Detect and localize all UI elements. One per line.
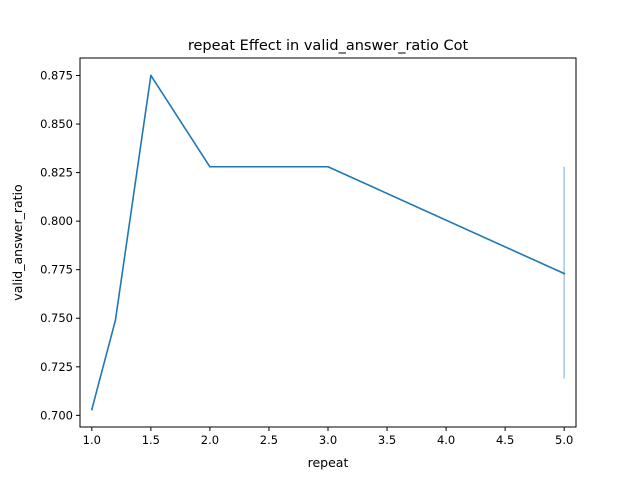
y-axis-label: valid_answer_ratio <box>10 184 25 300</box>
x-tick-label: 5.0 <box>555 433 573 447</box>
x-tick-label: 4.5 <box>496 433 514 447</box>
data-point <box>91 408 93 411</box>
y-tick-label: 0.850 <box>40 117 73 131</box>
y-tick-label: 0.775 <box>40 263 73 277</box>
x-tick-label: 1.5 <box>142 433 160 447</box>
y-tick-label: 0.825 <box>40 166 73 180</box>
y-tick-label: 0.750 <box>40 311 73 325</box>
plot-frame <box>79 57 577 428</box>
y-tick-label: 0.725 <box>40 360 73 374</box>
series-line <box>90 74 566 411</box>
y-axis-ticks: 0.700 0.725 0.750 0.775 0.800 0.825 0.850 0.875 <box>40 68 80 422</box>
x-tick-label: 1.0 <box>83 433 101 447</box>
x-axis-label: repeat <box>308 455 349 470</box>
data-point <box>150 74 152 77</box>
data-point <box>209 165 211 168</box>
y-tick-label: 0.800 <box>40 214 73 228</box>
x-tick-label: 2.5 <box>260 433 278 447</box>
data-point <box>327 165 329 168</box>
chart-title: repeat Effect in valid_answer_ratio Cot <box>188 38 469 54</box>
x-tick-label: 3.5 <box>378 433 396 447</box>
y-tick-label: 0.700 <box>40 408 73 422</box>
x-tick-label: 3.0 <box>319 433 337 447</box>
data-point <box>563 272 565 275</box>
plot-marks <box>90 74 566 411</box>
data-point <box>114 319 117 321</box>
x-tick-label: 4.0 <box>437 433 455 447</box>
y-tick-label: 0.875 <box>40 68 73 82</box>
x-tick-label: 2.0 <box>201 433 219 447</box>
x-axis-ticks: 1.0 1.5 2.0 2.5 3.0 3.5 4.0 4.5 5.0 <box>83 427 573 447</box>
